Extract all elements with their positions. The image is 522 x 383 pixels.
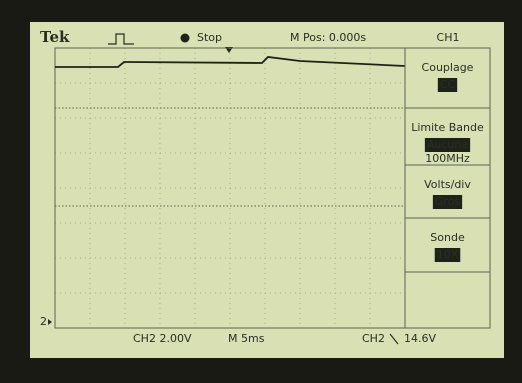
oscilloscope-screen: Tek Stop M Pos: 0.000s CH1 2 Couplage CC L… xyxy=(0,0,522,383)
ch2-scale: CH2 2.00V xyxy=(133,332,192,345)
menu-title: Limite Bande xyxy=(411,121,484,134)
menu-value: Gros xyxy=(435,195,461,208)
stop-dot xyxy=(181,34,190,43)
menu-title: Couplage xyxy=(422,61,474,74)
run-status: Stop xyxy=(197,31,222,44)
menu-title: Volts/div xyxy=(424,178,471,191)
menu-value: Aucune xyxy=(427,138,468,151)
trigger-level: 14.6V xyxy=(404,332,436,345)
menu-title: Sonde xyxy=(430,231,465,244)
trigger-channel: CH2 xyxy=(362,332,385,345)
brand: Tek xyxy=(40,28,70,46)
horizontal-position: M Pos: 0.000s xyxy=(290,31,366,44)
menu-channel: CH1 xyxy=(437,31,460,44)
ground-marker: 2 xyxy=(40,315,47,328)
menu-value: CC xyxy=(440,78,456,91)
timebase: M 5ms xyxy=(228,332,265,345)
menu-value: 10X xyxy=(437,248,459,261)
menu-value: 100MHz xyxy=(425,152,470,165)
